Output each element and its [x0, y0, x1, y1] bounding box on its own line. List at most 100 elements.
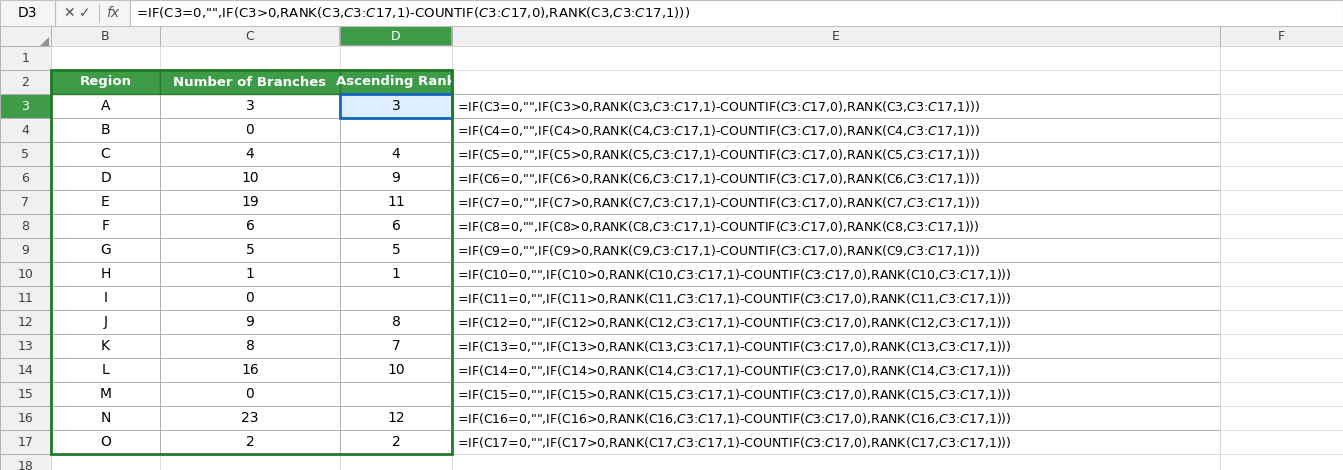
Bar [340, 382, 453, 406]
Text: =IF(C3=0,"",IF(C3>0,RANK(C3,$C$3:$C$17,1)-COUNTIF($C$3:$C$17,0),RANK(C3,$C$3:$C$: =IF(C3=0,"",IF(C3>0,RANK(C3,$C$3:$C$17,1… [457, 99, 980, 113]
Bar [453, 118, 1219, 142]
Bar [51, 214, 160, 238]
Text: ✓: ✓ [79, 6, 91, 20]
Text: =IF(C10=0,"",IF(C10>0,RANK(C10,$C$3:$C$17,1)-COUNTIF($C$3:$C$17,0),RANK(C10,$C$3: =IF(C10=0,"",IF(C10>0,RANK(C10,$C$3:$C$1… [457, 266, 1011, 282]
Bar [1219, 142, 1343, 166]
Text: 11: 11 [387, 195, 404, 209]
Bar [160, 46, 340, 70]
Bar [160, 26, 340, 46]
Text: D: D [391, 30, 400, 42]
Text: 2: 2 [392, 435, 400, 449]
Text: 0: 0 [246, 387, 254, 401]
Bar [51, 430, 160, 454]
Text: 2: 2 [246, 435, 254, 449]
Text: 5: 5 [392, 243, 400, 257]
Bar [453, 454, 1219, 470]
Bar [0, 334, 51, 358]
Text: G: G [101, 243, 111, 257]
Text: K: K [101, 339, 110, 353]
Bar [453, 46, 1219, 70]
Bar [340, 358, 453, 382]
Text: 8: 8 [246, 339, 254, 353]
Text: ✕: ✕ [63, 6, 75, 20]
Text: 10: 10 [387, 363, 404, 377]
Bar [1219, 26, 1343, 46]
Bar [0, 310, 51, 334]
Text: J: J [103, 315, 107, 329]
Bar [1219, 454, 1343, 470]
Text: 13: 13 [17, 339, 34, 352]
Text: =IF(C12=0,"",IF(C12>0,RANK(C12,$C$3:$C$17,1)-COUNTIF($C$3:$C$17,0),RANK(C12,$C$3: =IF(C12=0,"",IF(C12>0,RANK(C12,$C$3:$C$1… [457, 314, 1011, 329]
Text: F: F [102, 219, 110, 233]
Bar [51, 166, 160, 190]
Text: 2: 2 [21, 76, 30, 88]
Text: =IF(C3=0,"",IF(C3>0,RANK(C3,$C$3:$C$17,1)-COUNTIF($C$3:$C$17,0),RANK(C3,$C$3:$C$: =IF(C3=0,"",IF(C3>0,RANK(C3,$C$3:$C$17,1… [136, 6, 690, 21]
Bar [160, 94, 340, 118]
Bar [1219, 190, 1343, 214]
Bar [51, 286, 160, 310]
Bar [1219, 382, 1343, 406]
Text: C: C [246, 30, 254, 42]
Bar [51, 334, 160, 358]
Text: O: O [101, 435, 111, 449]
Bar [453, 214, 1219, 238]
Bar [340, 286, 453, 310]
Text: 11: 11 [17, 291, 34, 305]
Bar [160, 70, 340, 94]
Bar [453, 166, 1219, 190]
Text: 0: 0 [246, 123, 254, 137]
Text: =IF(C13=0,"",IF(C13>0,RANK(C13,$C$3:$C$17,1)-COUNTIF($C$3:$C$17,0),RANK(C13,$C$3: =IF(C13=0,"",IF(C13>0,RANK(C13,$C$3:$C$1… [457, 338, 1011, 353]
Text: 8: 8 [21, 219, 30, 233]
Text: 16: 16 [17, 412, 34, 424]
Bar [0, 238, 51, 262]
Bar [160, 142, 340, 166]
Bar [51, 46, 160, 70]
Text: 18: 18 [17, 460, 34, 470]
Bar [340, 238, 453, 262]
Bar [160, 262, 340, 286]
Text: 10: 10 [17, 267, 34, 281]
Text: 4: 4 [21, 124, 30, 136]
Bar [340, 70, 453, 94]
Text: 9: 9 [392, 171, 400, 185]
Bar [160, 286, 340, 310]
Bar [1219, 286, 1343, 310]
Text: I: I [103, 291, 107, 305]
Bar [1219, 94, 1343, 118]
Bar [51, 382, 160, 406]
Bar [160, 310, 340, 334]
Bar [51, 26, 160, 46]
Bar [0, 190, 51, 214]
Bar [0, 286, 51, 310]
Bar [1219, 166, 1343, 190]
Text: 4: 4 [392, 147, 400, 161]
Bar [51, 190, 160, 214]
Bar [0, 70, 51, 94]
Bar [0, 0, 55, 26]
Text: Ascending Rank: Ascending Rank [336, 76, 455, 88]
Text: 6: 6 [392, 219, 400, 233]
Bar [0, 46, 51, 70]
Bar [1219, 70, 1343, 94]
Bar [340, 334, 453, 358]
Text: 12: 12 [17, 315, 34, 329]
Bar [0, 382, 51, 406]
Text: 19: 19 [242, 195, 259, 209]
Bar [340, 190, 453, 214]
Bar [160, 214, 340, 238]
Bar [1219, 238, 1343, 262]
Bar [51, 238, 160, 262]
Text: 3: 3 [246, 99, 254, 113]
Text: 9: 9 [246, 315, 254, 329]
Text: E: E [833, 30, 839, 42]
Bar [453, 142, 1219, 166]
Bar [160, 430, 340, 454]
Bar [0, 430, 51, 454]
Bar [160, 334, 340, 358]
Bar [340, 430, 453, 454]
Text: 1: 1 [21, 52, 30, 64]
Bar [340, 310, 453, 334]
Bar [0, 142, 51, 166]
Text: Number of Branches: Number of Branches [173, 76, 326, 88]
Bar [453, 238, 1219, 262]
